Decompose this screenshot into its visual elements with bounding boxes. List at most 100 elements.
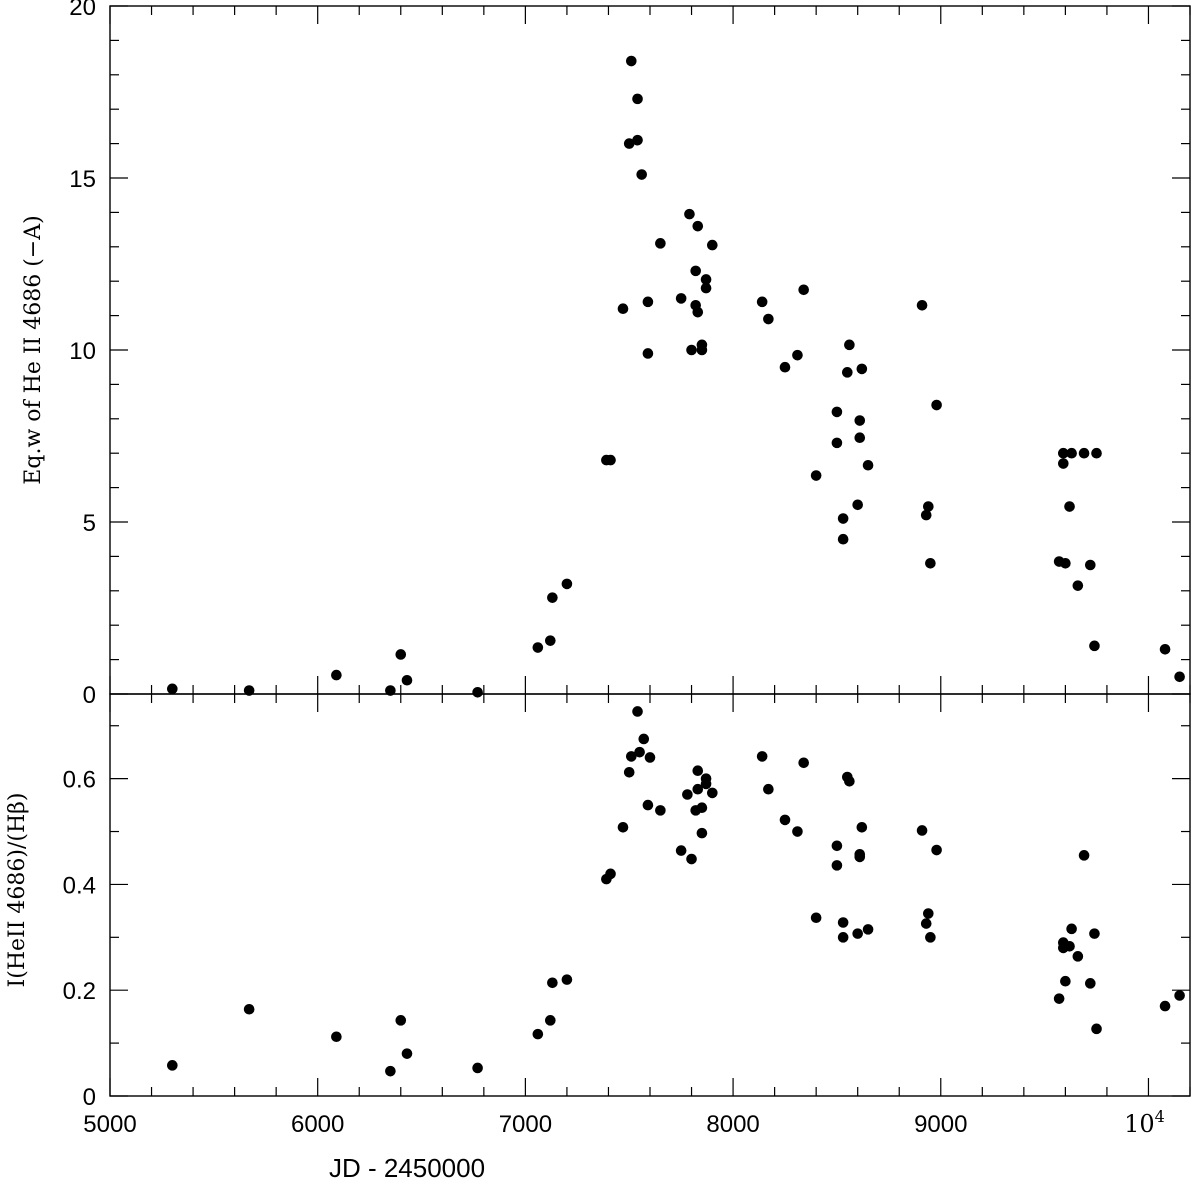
data-point xyxy=(545,635,556,646)
data-point xyxy=(547,592,558,603)
y-tick-label: 15 xyxy=(69,166,96,193)
data-point xyxy=(1078,850,1090,861)
data-point xyxy=(1091,1023,1102,1035)
data-point xyxy=(1159,1000,1171,1012)
data-point xyxy=(1064,501,1075,512)
data-point xyxy=(696,339,708,351)
data-point xyxy=(931,399,942,411)
data-point xyxy=(920,509,932,521)
data-point xyxy=(798,757,809,769)
data-point xyxy=(655,238,666,249)
top-panel: 0 5 10 15 20 Eq.w of He II 4686 (−A) xyxy=(21,0,1191,709)
data-point xyxy=(923,908,934,919)
data-point xyxy=(1064,941,1075,952)
data-point xyxy=(1159,643,1171,655)
data-point xyxy=(831,406,843,418)
data-point xyxy=(831,860,843,871)
data-point xyxy=(1060,975,1071,987)
data-point xyxy=(605,454,616,466)
data-point xyxy=(644,752,656,763)
data-point xyxy=(547,977,558,989)
y-tick-label: 0 xyxy=(83,1084,96,1111)
data-point xyxy=(690,265,701,277)
data-point xyxy=(1058,458,1069,469)
data-point xyxy=(920,918,932,929)
data-point xyxy=(779,361,791,373)
top-y-tick-labels: 0 5 10 15 20 xyxy=(69,0,96,709)
data-point xyxy=(632,93,643,105)
data-point xyxy=(831,840,843,852)
data-point xyxy=(1066,447,1077,459)
data-point xyxy=(472,686,483,698)
data-point xyxy=(810,470,822,481)
data-point xyxy=(756,751,768,762)
data-point xyxy=(561,974,573,985)
data-point xyxy=(1174,990,1185,1001)
data-point xyxy=(1174,671,1185,683)
data-point xyxy=(605,868,616,880)
data-point xyxy=(844,775,855,787)
data-point xyxy=(854,432,866,444)
data-point xyxy=(916,299,928,311)
data-point xyxy=(1091,447,1102,459)
data-point xyxy=(1085,978,1096,989)
bottom-y-axis-title: I(HeII 4686)/(Hβ) xyxy=(5,793,30,988)
y-tick-label: 0.6 xyxy=(63,767,96,794)
x-tick-labels: 5000 6000 7000 8000 9000 104 xyxy=(83,1107,1165,1138)
data-point xyxy=(401,1048,413,1059)
data-point xyxy=(682,789,693,800)
data-point xyxy=(675,845,687,856)
data-point xyxy=(623,138,635,149)
data-point xyxy=(642,348,654,359)
top-axis-ticks xyxy=(109,5,1191,695)
data-point xyxy=(167,1060,178,1071)
top-y-axis-title: Eq.w of He II 4686 (−A) xyxy=(21,215,46,484)
data-point xyxy=(686,344,697,356)
data-point xyxy=(632,134,643,146)
data-point xyxy=(842,367,853,378)
data-point xyxy=(638,733,650,745)
y-tick-label: 0.4 xyxy=(63,872,96,899)
data-point xyxy=(243,1003,255,1015)
data-point xyxy=(385,685,396,696)
data-point xyxy=(792,349,803,361)
data-point xyxy=(916,825,928,836)
data-point xyxy=(854,851,866,863)
data-point xyxy=(472,1062,483,1074)
data-point xyxy=(684,208,695,220)
data-point xyxy=(395,649,407,660)
data-point xyxy=(696,802,708,814)
data-point xyxy=(763,313,774,325)
data-point xyxy=(561,578,573,590)
bottom-panel: 0 0.2 0.4 0.6 5000 6000 7000 8000 9000 104 I(HeI… xyxy=(5,693,1191,1183)
data-point xyxy=(692,783,704,795)
y-tick-label: 0.2 xyxy=(63,978,96,1005)
data-point xyxy=(1072,580,1084,591)
data-point xyxy=(532,1028,544,1040)
y-tick-label: 20 xyxy=(69,0,96,21)
data-point xyxy=(856,821,868,833)
y-tick-label: 10 xyxy=(69,338,96,365)
data-point xyxy=(700,274,712,285)
data-point xyxy=(636,169,647,180)
data-point xyxy=(401,674,413,686)
data-point xyxy=(854,415,866,426)
data-point xyxy=(696,827,708,839)
data-point xyxy=(700,778,712,790)
x-tick-label: 9000 xyxy=(914,1111,967,1138)
data-point xyxy=(692,306,704,318)
data-point xyxy=(1089,928,1100,939)
data-point xyxy=(792,826,803,837)
data-point xyxy=(634,746,645,758)
data-point xyxy=(837,513,849,524)
data-point xyxy=(756,296,768,308)
data-point xyxy=(617,821,629,833)
data-point xyxy=(623,766,635,778)
data-point xyxy=(632,706,643,717)
data-point xyxy=(1085,559,1096,571)
top-data-points xyxy=(167,55,1185,698)
bottom-y-tick-labels: 0 0.2 0.4 0.6 xyxy=(63,767,96,1111)
data-point xyxy=(617,303,629,315)
data-point xyxy=(700,282,712,294)
data-point xyxy=(707,239,718,251)
